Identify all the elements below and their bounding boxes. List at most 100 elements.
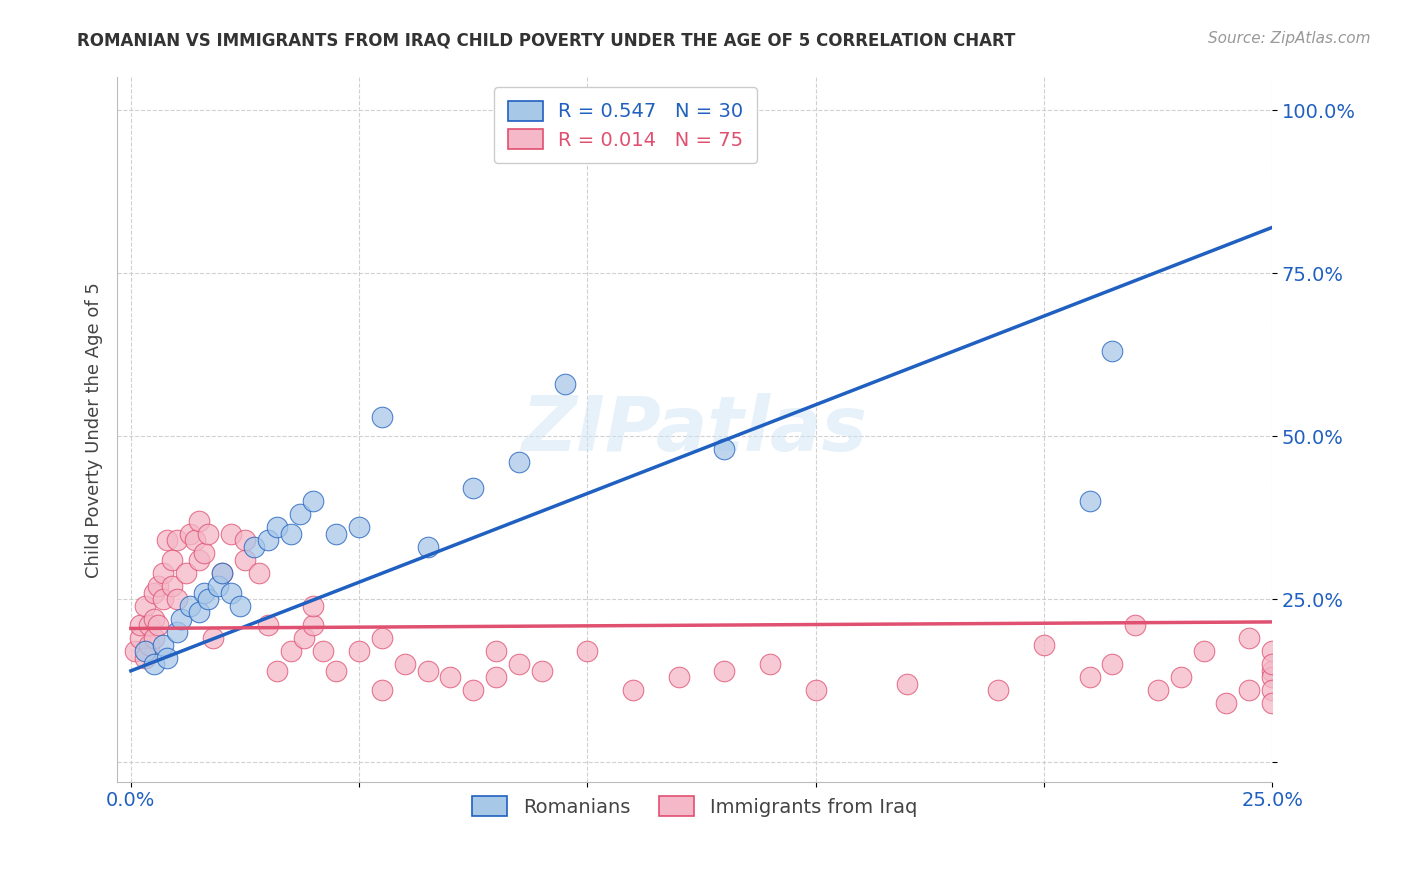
Point bbox=[152, 592, 174, 607]
Point bbox=[202, 632, 225, 646]
Point bbox=[1192, 644, 1215, 658]
Point bbox=[160, 579, 183, 593]
Point bbox=[554, 376, 576, 391]
Point bbox=[1261, 697, 1284, 711]
Point bbox=[713, 664, 735, 678]
Point bbox=[371, 632, 394, 646]
Point bbox=[221, 585, 243, 599]
Point bbox=[148, 579, 170, 593]
Point bbox=[576, 644, 599, 658]
Point bbox=[152, 638, 174, 652]
Point bbox=[347, 520, 370, 534]
Point bbox=[193, 546, 215, 560]
Point bbox=[394, 657, 416, 672]
Point bbox=[987, 683, 1010, 698]
Point bbox=[256, 533, 278, 548]
Point bbox=[179, 599, 201, 613]
Point bbox=[134, 650, 156, 665]
Point bbox=[325, 527, 347, 541]
Point bbox=[221, 527, 243, 541]
Point bbox=[280, 644, 302, 658]
Point bbox=[302, 599, 325, 613]
Point bbox=[142, 612, 165, 626]
Point bbox=[485, 644, 508, 658]
Point bbox=[288, 508, 311, 522]
Point bbox=[463, 683, 485, 698]
Point bbox=[1261, 657, 1284, 672]
Point bbox=[142, 585, 165, 599]
Point bbox=[142, 657, 165, 672]
Point bbox=[134, 599, 156, 613]
Point bbox=[713, 442, 735, 457]
Point bbox=[138, 618, 160, 632]
Point bbox=[156, 533, 179, 548]
Point bbox=[1078, 670, 1101, 684]
Point bbox=[416, 540, 439, 554]
Point bbox=[1261, 664, 1284, 678]
Point bbox=[1239, 632, 1261, 646]
Point bbox=[266, 520, 288, 534]
Text: ROMANIAN VS IMMIGRANTS FROM IRAQ CHILD POVERTY UNDER THE AGE OF 5 CORRELATION CH: ROMANIAN VS IMMIGRANTS FROM IRAQ CHILD P… bbox=[77, 31, 1015, 49]
Point bbox=[292, 632, 315, 646]
Point bbox=[302, 494, 325, 508]
Point bbox=[508, 455, 530, 469]
Point bbox=[233, 553, 256, 567]
Point bbox=[166, 592, 188, 607]
Point bbox=[184, 533, 207, 548]
Point bbox=[174, 566, 197, 580]
Point bbox=[211, 566, 233, 580]
Y-axis label: Child Poverty Under the Age of 5: Child Poverty Under the Age of 5 bbox=[86, 282, 103, 577]
Point bbox=[243, 540, 266, 554]
Point bbox=[1147, 683, 1170, 698]
Point bbox=[148, 618, 170, 632]
Point bbox=[188, 553, 211, 567]
Point bbox=[134, 644, 156, 658]
Point bbox=[266, 664, 288, 678]
Point bbox=[156, 650, 179, 665]
Point bbox=[188, 605, 211, 619]
Point bbox=[439, 670, 461, 684]
Point bbox=[197, 592, 219, 607]
Point bbox=[124, 644, 146, 658]
Text: Source: ZipAtlas.com: Source: ZipAtlas.com bbox=[1208, 31, 1371, 46]
Point bbox=[1123, 618, 1146, 632]
Point bbox=[193, 585, 215, 599]
Point bbox=[804, 683, 827, 698]
Point bbox=[530, 664, 553, 678]
Point bbox=[166, 624, 188, 639]
Point bbox=[1032, 638, 1054, 652]
Point bbox=[1078, 494, 1101, 508]
Point bbox=[621, 683, 644, 698]
Point bbox=[1239, 683, 1261, 698]
Legend: Romanians, Immigrants from Iraq: Romanians, Immigrants from Iraq bbox=[464, 789, 925, 825]
Point bbox=[138, 638, 160, 652]
Point bbox=[485, 670, 508, 684]
Point bbox=[142, 632, 165, 646]
Point bbox=[152, 566, 174, 580]
Point bbox=[371, 683, 394, 698]
Point bbox=[229, 599, 252, 613]
Point bbox=[759, 657, 782, 672]
Point bbox=[170, 612, 193, 626]
Point bbox=[179, 527, 201, 541]
Point bbox=[197, 527, 219, 541]
Point bbox=[416, 664, 439, 678]
Point bbox=[371, 409, 394, 424]
Point bbox=[463, 481, 485, 495]
Point bbox=[166, 533, 188, 548]
Point bbox=[325, 664, 347, 678]
Point bbox=[668, 670, 690, 684]
Point bbox=[129, 618, 152, 632]
Text: ZIPatlas: ZIPatlas bbox=[522, 392, 868, 467]
Point bbox=[896, 677, 918, 691]
Point bbox=[129, 632, 152, 646]
Point bbox=[1261, 670, 1284, 684]
Point bbox=[211, 566, 233, 580]
Point bbox=[160, 553, 183, 567]
Point bbox=[311, 644, 333, 658]
Point bbox=[347, 644, 370, 658]
Point bbox=[1101, 344, 1123, 359]
Point bbox=[302, 618, 325, 632]
Point bbox=[247, 566, 270, 580]
Point bbox=[1215, 697, 1237, 711]
